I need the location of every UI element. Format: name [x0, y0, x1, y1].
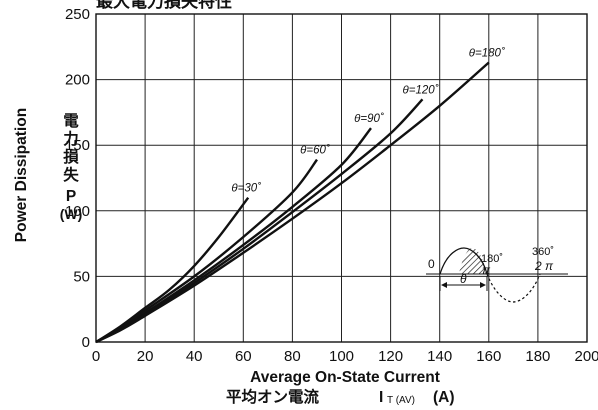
y-axis-label: Power Dissipation	[13, 108, 30, 242]
y-label-jp-char: 損	[63, 147, 79, 166]
inset-label-360: 360˚	[532, 246, 554, 258]
x-tick-label: 80	[284, 348, 301, 365]
inset-label-2pi: 2 π	[534, 259, 554, 273]
x-axis-ticks: 0 20 40 60 80 100 120 140 160 180 200	[92, 348, 598, 365]
y-tick-label: 100	[65, 203, 90, 220]
x-axis-label: Average On-State Current	[250, 369, 440, 386]
conduction-angle-inset: 0 180˚ π 360˚ 2 π θ	[426, 246, 568, 303]
inset-positive-half-wave	[439, 247, 488, 275]
y-tick-label: 50	[73, 268, 90, 285]
inset-arrowhead-right	[480, 282, 486, 288]
inset-label-180: 180˚	[481, 253, 503, 265]
series-line	[95, 127, 372, 344]
series-label: θ=180˚	[469, 48, 505, 60]
y-tick-label: 150	[65, 137, 90, 154]
y-label-jp-char: 力	[63, 129, 79, 148]
plot-frame	[95, 13, 588, 343]
inset-label-zero: 0	[428, 257, 435, 271]
series-line	[95, 196, 250, 344]
inset-negative-half-wave	[486, 273, 541, 303]
y-tick-label: 200	[65, 72, 90, 89]
series-line	[95, 61, 490, 344]
y-label-jp-char: 電	[63, 112, 79, 130]
x-tick-label: 180	[525, 348, 550, 365]
x-axis-label-jp: 平均オン電流	[226, 387, 320, 406]
y-tick-label: 250	[65, 6, 90, 23]
y-label-jp-char: 失	[63, 165, 79, 184]
inset-arrowhead-left	[441, 282, 447, 288]
x-tick-label: 120	[378, 348, 403, 365]
x-tick-label: 100	[329, 348, 354, 365]
x-tick-label: 40	[186, 348, 203, 365]
chart-title: 最大電力損失特性	[96, 0, 232, 11]
inset-label-pi: π	[482, 263, 491, 277]
y-tick-label: 0	[82, 334, 90, 351]
series-label: θ=60˚	[300, 145, 330, 157]
series-lines: θ=30˚ θ=60˚ θ=90˚ θ=120˚ θ=180˚	[95, 48, 505, 344]
series-label: θ=90˚	[354, 113, 384, 125]
inset-label-theta: θ	[460, 272, 467, 286]
series-label: θ=120˚	[403, 84, 439, 96]
series-label: θ=30˚	[231, 183, 261, 195]
x-tick-label: 60	[235, 348, 252, 365]
x-axis-label-subscript: T (AV)	[387, 395, 415, 406]
inset-hatched-region	[459, 248, 487, 274]
y-label-unit: (W)	[60, 206, 83, 222]
x-axis-label-jp-line: 平均オン電流 I T (AV) (A)	[226, 387, 455, 406]
grid	[95, 13, 588, 343]
x-tick-label: 160	[476, 348, 501, 365]
x-tick-label: 200	[574, 348, 598, 365]
x-tick-label: 20	[137, 348, 154, 365]
x-axis-label-unit: (A)	[433, 389, 455, 406]
y-axis-label-jp: 電 力 損 失 P (W)	[60, 112, 83, 222]
y-axis-ticks: 0 50 100 150 200 250	[65, 6, 90, 351]
x-tick-label: 140	[427, 348, 452, 365]
x-axis-label-symbol: I	[379, 389, 383, 406]
x-tick-label: 0	[92, 348, 100, 365]
y-label-symbol: P	[66, 188, 76, 205]
